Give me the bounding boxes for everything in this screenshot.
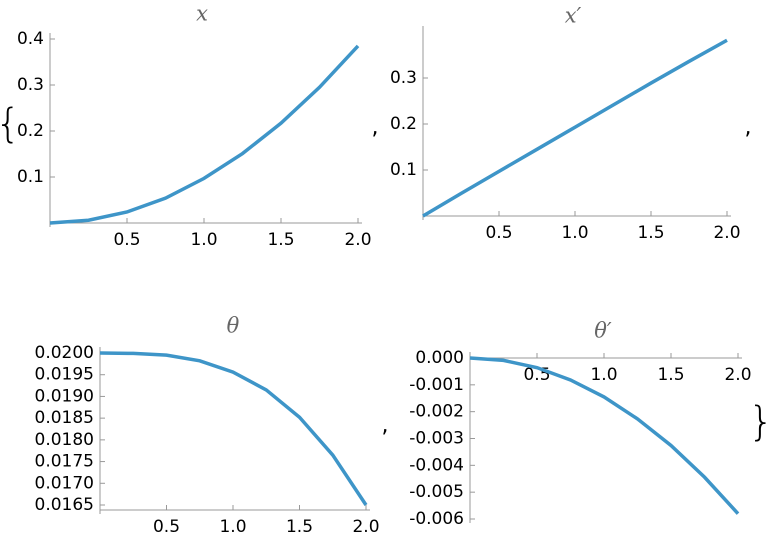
y-tick-label: -0.001 (409, 375, 464, 395)
x-tick-label: 2.0 (352, 517, 379, 537)
y-tick-label: 0.000 (415, 348, 464, 368)
separator: , (382, 413, 389, 438)
separator: , (372, 115, 379, 140)
y-tick-label: 0.0180 (35, 430, 94, 450)
x-tick-label: 1.0 (561, 223, 588, 243)
x-tick-label: 1.5 (657, 365, 684, 385)
x-tick-label: 1.0 (590, 365, 617, 385)
x-tick-label: 2.0 (344, 230, 371, 250)
x-tick-label: 0.5 (153, 517, 180, 537)
y-tick-label: 0.0170 (35, 473, 94, 493)
x-tick-label: 0.5 (485, 223, 512, 243)
y-tick-label: -0.004 (409, 455, 464, 475)
chart-title: θ′ (594, 319, 612, 343)
data-line (422, 38, 728, 218)
y-tick-label: 0.1 (17, 167, 44, 187)
y-tick-label: 0.1 (390, 160, 417, 180)
chart-title: x (196, 2, 208, 26)
close-brace: } (748, 399, 768, 445)
separator: , (745, 115, 752, 140)
x-tick-label: 1.0 (219, 517, 246, 537)
y-tick-label: -0.005 (409, 482, 464, 502)
y-tick-label: 0.0195 (35, 365, 94, 385)
y-tick-label: 0.0185 (35, 408, 94, 428)
x-tick-label: 1.5 (286, 517, 313, 537)
y-tick-label: 0.2 (17, 121, 44, 141)
y-tick-label: 0.0175 (35, 452, 94, 472)
y-tick-label: -0.002 (409, 402, 464, 422)
x-tick-label: 0.5 (113, 230, 140, 250)
x-tick-label: 1.5 (637, 223, 664, 243)
y-tick-label: 0.4 (17, 29, 44, 49)
x-tick-label: 2.0 (713, 223, 740, 243)
x-tick-label: 1.0 (190, 230, 217, 250)
y-tick-label: 0.0190 (35, 386, 94, 406)
y-tick-label: 0.0200 (35, 343, 94, 363)
y-tick-label: -0.006 (409, 509, 464, 529)
chart-title: θ (227, 314, 240, 338)
y-tick-label: 0.0165 (35, 495, 94, 515)
data-line (469, 356, 740, 515)
data-line (99, 351, 368, 506)
x-tick-label: 1.5 (267, 230, 294, 250)
x-tick-label: 2.0 (724, 365, 751, 385)
y-tick-label: 0.2 (390, 114, 417, 134)
y-tick-label: 0.3 (17, 75, 44, 95)
chart-title: x′ (565, 4, 582, 28)
y-tick-label: 0.3 (390, 68, 417, 88)
open-brace: { (0, 101, 21, 147)
data-line (49, 44, 360, 225)
y-tick-label: -0.003 (409, 429, 464, 449)
